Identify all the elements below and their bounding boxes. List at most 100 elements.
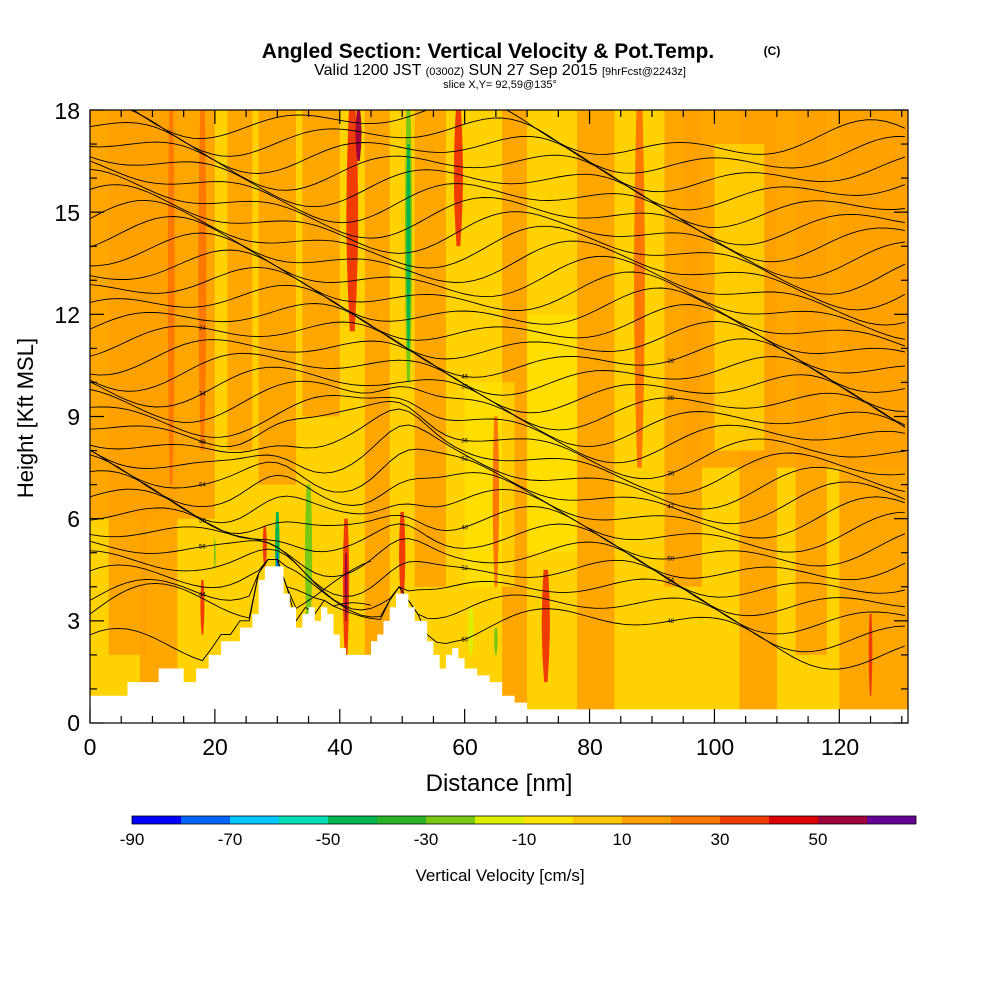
colorbar-swatch [377, 816, 426, 824]
isentrope-label: 58 [667, 557, 674, 563]
downdraft-column [213, 539, 216, 570]
isentrope-label: 30 [461, 385, 468, 391]
colorbar: -90 -70 -50 -30 -10 10 30 50 Vertical Ve… [120, 815, 917, 885]
colorbar-swatches [131, 815, 917, 825]
isentrope-line [132, 110, 906, 155]
colorbar-frame [131, 815, 917, 825]
isentrope-line [90, 366, 906, 431]
isentrope-line [90, 526, 905, 598]
colorbar-swatch [867, 816, 916, 824]
chart-slice-info: slice X,Y= 92,59@135° [443, 79, 557, 91]
isentrope-line [90, 454, 906, 539]
isentrope-line [90, 249, 905, 340]
isentrope-label: 36 [461, 439, 468, 445]
downdraft-column [304, 484, 313, 635]
isentrope-label: 64 [199, 483, 206, 489]
updraft-column [634, 110, 645, 468]
colorbar-swatch [426, 816, 475, 824]
updraft-column [453, 110, 463, 247]
subtitle-utc: (0300Z) [426, 66, 465, 78]
colorbar-swatch [573, 816, 622, 824]
isentrope-line [90, 339, 905, 412]
colorbar-swatch [132, 816, 181, 824]
chart-title-mark: (C) [764, 44, 781, 58]
velocity-band [364, 110, 390, 655]
y-tick-label: 0 [67, 710, 80, 736]
downdraft-column [494, 627, 498, 655]
velocity-band [464, 382, 515, 587]
isentrope-label: 40 [461, 525, 468, 531]
updraft-column [262, 525, 267, 567]
isentrope-line [90, 540, 905, 617]
colorbar-tick-label: -70 [218, 830, 243, 849]
colorbar-swatch [328, 816, 377, 824]
isentrope-line [90, 160, 905, 246]
updraft-column [868, 614, 873, 696]
colorbar-swatch [671, 816, 720, 824]
colorbar-swatch [818, 816, 867, 824]
velocity-band [414, 110, 446, 587]
isentrope-label: 56 [199, 545, 206, 551]
velocity-field [90, 110, 908, 723]
isentrope-line [90, 168, 905, 263]
isentrope-label: 36 [667, 472, 674, 478]
isentrope-line [90, 559, 905, 653]
isentrope-label: 28 [667, 396, 674, 402]
isentrope-line [90, 156, 905, 229]
subtitle-date: SUN 27 Sep 2015 [469, 62, 598, 79]
isentrope-line [90, 448, 906, 525]
colorbar-swatch [181, 816, 230, 824]
colorbar-label: Vertical Velocity [cm/s] [415, 866, 584, 885]
y-tick-label: 9 [67, 404, 80, 430]
isentrope-label: 24 [199, 326, 206, 332]
isentrope-line [90, 470, 905, 553]
colorbar-tick-label: 30 [711, 830, 730, 849]
isentrope-line [90, 352, 906, 426]
isentrope-line [90, 216, 906, 311]
velocity-band [227, 110, 253, 451]
colorbar-swatch [475, 816, 524, 824]
colorbar-tick-label: -50 [316, 830, 341, 849]
isentrope-line [90, 232, 905, 326]
updraft-column [492, 416, 500, 587]
isentrope-line [90, 303, 905, 374]
colorbar-tick-label: 50 [809, 830, 828, 849]
subtitle-forecast: [9hrFcst@2243z] [602, 66, 686, 78]
updraft-column [167, 110, 175, 485]
isentrope-line [90, 408, 905, 495]
colorbar-swatch [622, 816, 671, 824]
isentrope-line [90, 380, 906, 448]
chart-title: Angled Section: Vertical Velocity & Pot.… [262, 40, 714, 63]
isentrope-label: 52 [461, 566, 468, 572]
x-tick-label: 40 [327, 734, 353, 760]
isentrope-line [90, 122, 906, 193]
x-tick-label: 60 [452, 734, 478, 760]
isentrope-line [90, 488, 906, 567]
colorbar-swatch [230, 816, 279, 824]
chart-subtitle: Valid 1200 JST (0300Z) SUN 27 Sep 2015 [… [314, 62, 686, 79]
isentrope-label: 48 [667, 619, 674, 625]
isentrope-line [90, 284, 905, 354]
subtitle-valid: Valid 1200 JST [314, 62, 422, 79]
y-tick-label: 12 [54, 302, 80, 328]
downdraft-column [406, 144, 411, 349]
terrain-mask [90, 566, 908, 723]
y-tick-label: 6 [67, 506, 80, 532]
isentrope-line [90, 424, 905, 510]
x-tick-label: 120 [821, 734, 859, 760]
isentrope-line [90, 141, 906, 211]
velocity-band [527, 314, 578, 553]
isentrope-line [90, 548, 905, 635]
x-tick-label: 80 [577, 734, 603, 760]
colorbar-tick-label: -30 [414, 830, 439, 849]
y-axis: 0 3 6 9 12 15 18 Height [Kft MSL] [13, 98, 80, 736]
x-tick-label: 100 [696, 734, 734, 760]
velocity-band [258, 110, 297, 485]
colorbar-swatch [720, 816, 769, 824]
colorbar-tick-label: -90 [120, 830, 145, 849]
downdraft-column [468, 607, 474, 655]
updraft-column [541, 569, 550, 683]
isentrope-line [90, 321, 905, 393]
